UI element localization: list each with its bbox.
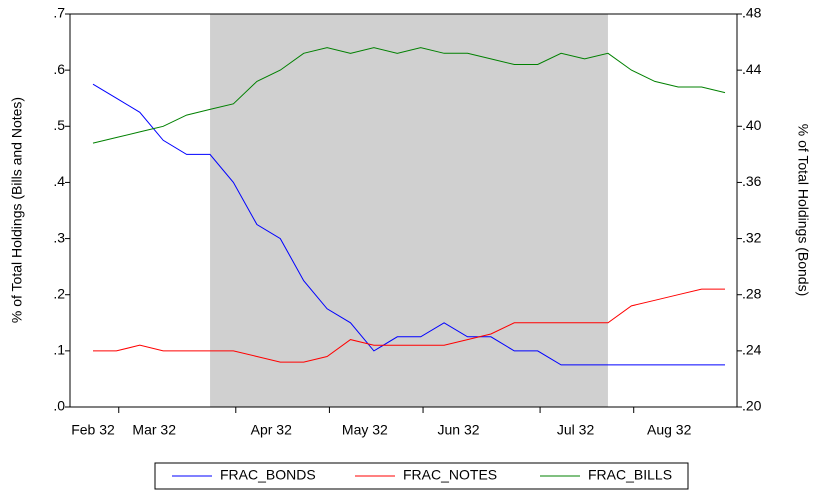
x-tick-label: Aug 32 <box>647 422 692 438</box>
x-tick-label: Feb 32 <box>71 422 115 438</box>
y-tick-label: .3 <box>53 229 65 245</box>
series-line <box>92 83 725 366</box>
y2-tick-label: .24 <box>742 342 762 358</box>
x-tick-label: Jun 32 <box>437 422 479 438</box>
shaded-region <box>210 14 608 407</box>
y-tick-label: .0 <box>53 398 65 414</box>
x-tick-label: Mar 32 <box>132 422 176 438</box>
y2-axis-title: % of Total Holdings (Bonds) <box>795 124 811 297</box>
y-tick-label: .4 <box>53 173 65 189</box>
y-tick-label: .7 <box>53 5 65 21</box>
y2-tick-label: .32 <box>742 229 762 245</box>
y-tick-label: .6 <box>53 61 65 77</box>
series-line <box>93 288 725 363</box>
x-tick-label: Apr 32 <box>251 422 292 438</box>
y2-tick-label: .44 <box>742 61 762 77</box>
plot-frame <box>69 13 738 408</box>
y2-tick-label: .20 <box>742 398 762 414</box>
x-tick-label: Jul 32 <box>557 422 595 438</box>
y2-tick-label: .40 <box>742 117 762 133</box>
legend-label: FRAC_BONDS <box>220 467 316 483</box>
y2-tick-label: .48 <box>742 5 762 21</box>
legend-box <box>154 462 689 490</box>
y-tick-label: .5 <box>53 117 65 133</box>
legend-label: FRAC_NOTES <box>403 467 497 483</box>
y-axis-title: % of Total Holdings (Bills and Notes) <box>9 97 25 323</box>
y-tick-label: .1 <box>53 342 65 358</box>
y2-tick-label: .36 <box>742 173 762 189</box>
legend-label: FRAC_BILLS <box>588 467 672 483</box>
y2-tick-label: .28 <box>742 285 762 301</box>
y-tick-label: .2 <box>53 285 65 301</box>
x-tick-label: May 32 <box>342 422 388 438</box>
series-line <box>92 47 726 144</box>
